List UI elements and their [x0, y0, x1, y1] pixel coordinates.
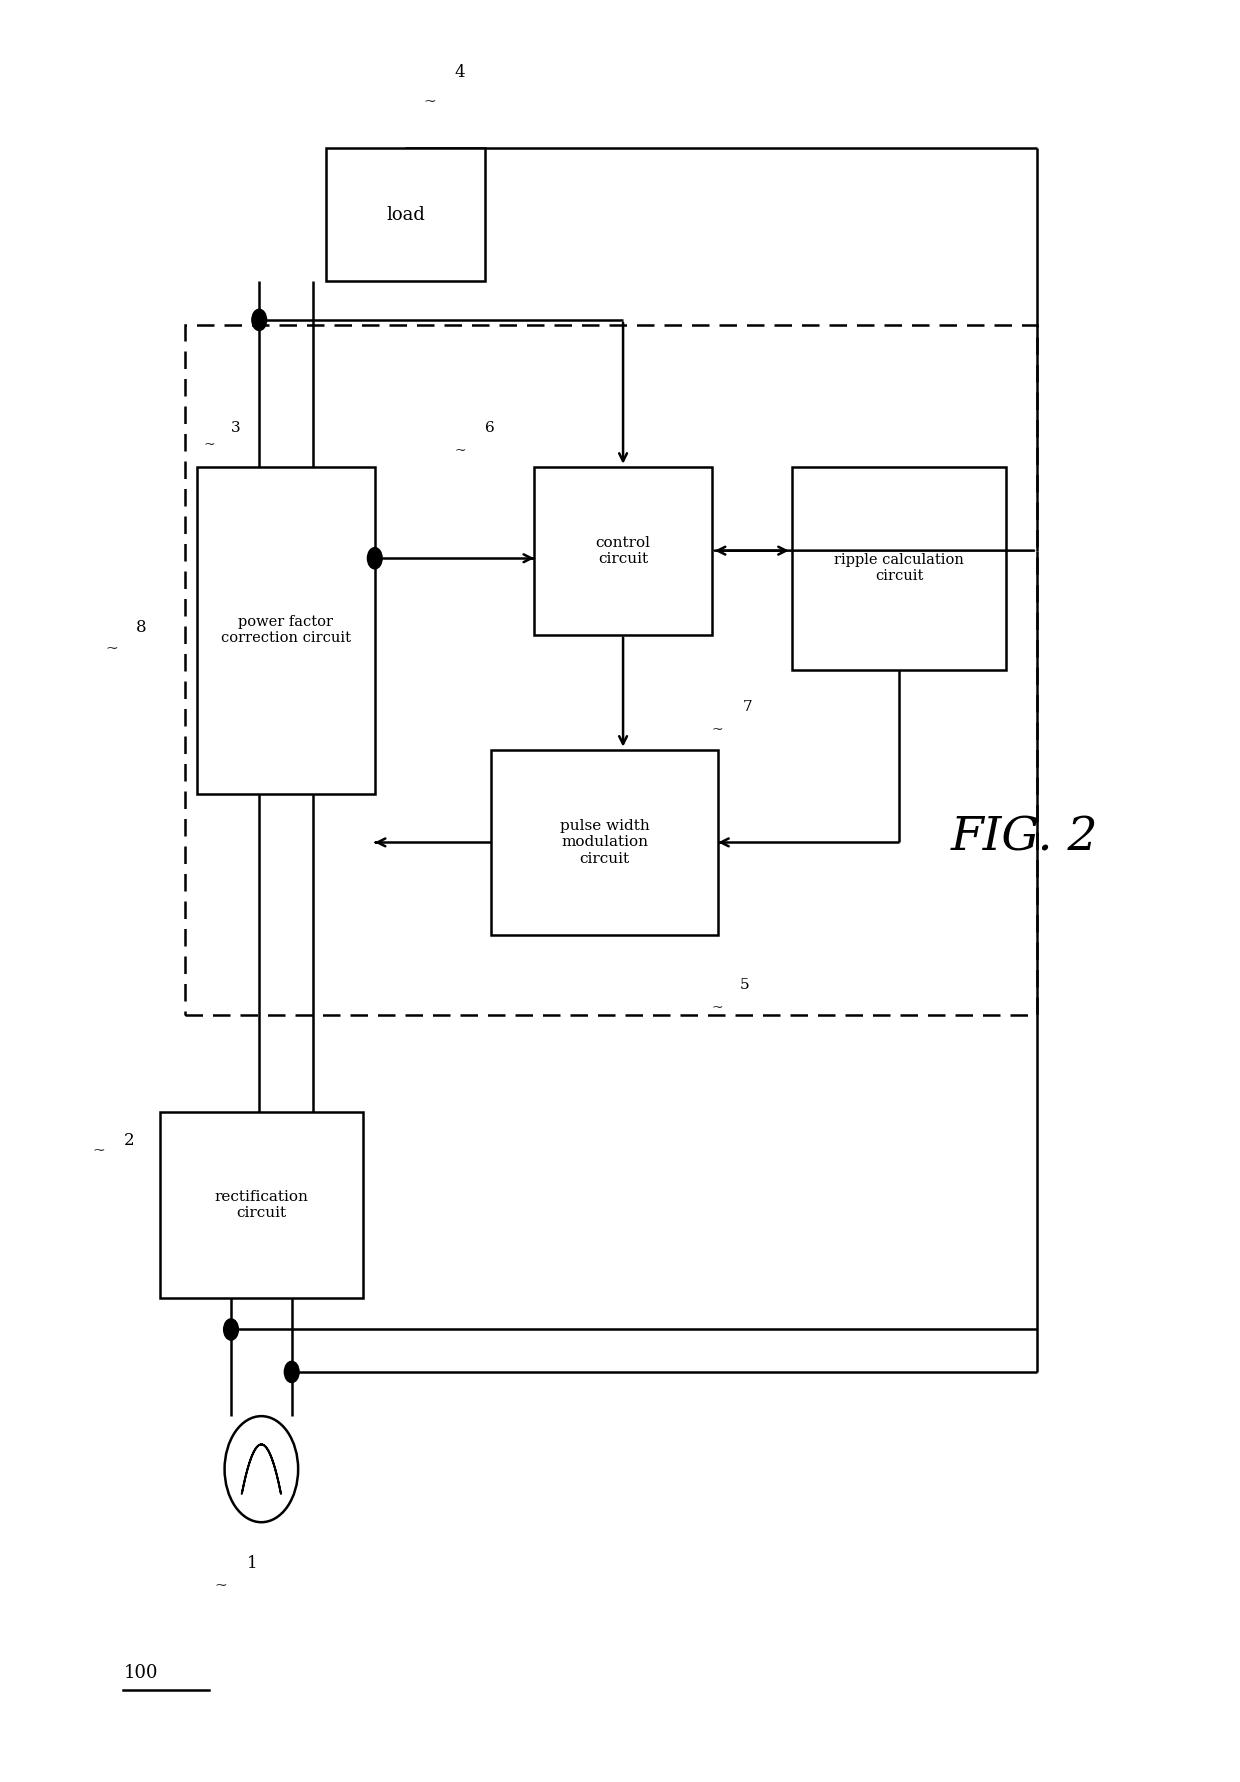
Text: ~: ~: [455, 444, 466, 458]
Text: ~: ~: [93, 1144, 105, 1158]
Text: 100: 100: [124, 1664, 157, 1682]
Text: load: load: [386, 205, 425, 225]
Text: 5: 5: [740, 978, 750, 993]
Text: ripple calculation
circuit: ripple calculation circuit: [835, 552, 963, 583]
FancyBboxPatch shape: [491, 750, 718, 936]
Text: ~: ~: [215, 1579, 227, 1593]
Text: 1: 1: [247, 1554, 257, 1572]
Text: control
circuit: control circuit: [595, 536, 651, 565]
Circle shape: [284, 1361, 299, 1383]
Circle shape: [223, 1319, 238, 1340]
Text: 6: 6: [485, 421, 495, 435]
Text: ~: ~: [712, 1001, 724, 1014]
Text: ~: ~: [424, 96, 436, 109]
FancyBboxPatch shape: [160, 1112, 362, 1297]
Text: 3: 3: [232, 421, 241, 435]
Text: FIG. 2: FIG. 2: [951, 816, 1099, 861]
Text: ~: ~: [712, 723, 724, 738]
Circle shape: [367, 547, 382, 568]
FancyBboxPatch shape: [534, 467, 712, 634]
Text: 7: 7: [743, 700, 753, 715]
Circle shape: [252, 310, 267, 330]
FancyBboxPatch shape: [197, 467, 374, 793]
Text: pulse width
modulation
circuit: pulse width modulation circuit: [559, 820, 650, 866]
Text: ~: ~: [203, 438, 215, 453]
FancyBboxPatch shape: [326, 148, 485, 282]
Text: 4: 4: [455, 64, 465, 82]
Text: rectification
circuit: rectification circuit: [215, 1190, 309, 1221]
Text: power factor
correction circuit: power factor correction circuit: [221, 615, 351, 645]
Text: 8: 8: [135, 618, 146, 636]
FancyBboxPatch shape: [185, 324, 1037, 1014]
Text: 2: 2: [124, 1132, 134, 1149]
FancyBboxPatch shape: [791, 467, 1006, 670]
Text: ~: ~: [105, 642, 118, 656]
